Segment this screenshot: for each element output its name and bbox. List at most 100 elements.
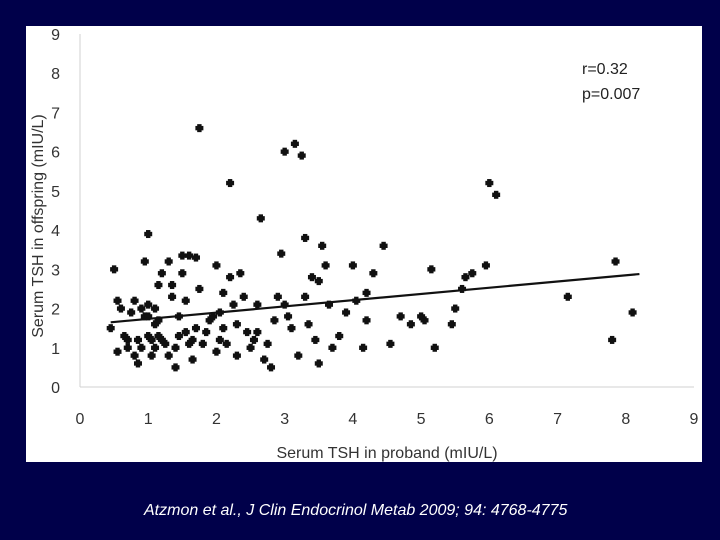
- data-point: [205, 316, 214, 325]
- data-point: [168, 292, 177, 301]
- data-point: [273, 292, 282, 301]
- data-point: [181, 296, 190, 305]
- data-point: [195, 284, 204, 293]
- x-tick-label: 8: [621, 411, 630, 428]
- y-tick-label: 1: [51, 341, 60, 358]
- data-point: [120, 332, 129, 341]
- x-tick-label: 1: [144, 411, 153, 428]
- data-point: [314, 277, 323, 286]
- data-point: [430, 343, 439, 352]
- data-point: [219, 324, 228, 333]
- data-point: [154, 316, 163, 325]
- data-point: [133, 335, 142, 344]
- data-point: [301, 292, 310, 301]
- data-point: [304, 320, 313, 329]
- data-point: [249, 335, 258, 344]
- data-point: [297, 151, 306, 160]
- data-point: [294, 351, 303, 360]
- data-point: [151, 343, 160, 352]
- data-point: [188, 335, 197, 344]
- y-axis-title: Serum TSH in offspring (mIU/L): [30, 114, 47, 337]
- x-tick-label: 7: [553, 411, 562, 428]
- data-point: [256, 214, 265, 223]
- data-point: [164, 257, 173, 266]
- data-point: [195, 124, 204, 133]
- data-point: [318, 241, 327, 250]
- data-point: [185, 339, 194, 348]
- data-point: [284, 312, 293, 321]
- data-point: [113, 296, 122, 305]
- data-point: [420, 316, 429, 325]
- data-point: [239, 292, 248, 301]
- data-point: [362, 316, 371, 325]
- data-point: [236, 269, 245, 278]
- data-point: [362, 288, 371, 297]
- data-point: [219, 288, 228, 297]
- data-point: [171, 363, 180, 372]
- data-point: [280, 300, 289, 309]
- data-point: [328, 343, 337, 352]
- data-point: [137, 304, 146, 313]
- data-point: [611, 257, 620, 266]
- data-point: [191, 253, 200, 262]
- data-point: [185, 251, 194, 260]
- data-point: [348, 261, 357, 270]
- data-point: [110, 265, 119, 274]
- y-tick-label: 9: [51, 27, 60, 44]
- x-tick-label: 3: [280, 411, 289, 428]
- data-point: [116, 304, 125, 313]
- data-point: [386, 339, 395, 348]
- x-tick-label: 6: [485, 411, 494, 428]
- x-axis-title: Serum TSH in proband (mIU/L): [276, 445, 497, 462]
- data-point: [133, 359, 142, 368]
- data-point: [144, 332, 153, 341]
- y-tick-label: 7: [51, 105, 60, 122]
- data-point: [270, 316, 279, 325]
- data-point: [229, 300, 238, 309]
- data-point: [178, 251, 187, 260]
- y-tick-label: 6: [51, 145, 60, 162]
- x-tick-label: 4: [348, 411, 357, 428]
- data-point: [406, 320, 415, 329]
- data-point: [161, 339, 170, 348]
- y-tick-label: 8: [51, 66, 60, 83]
- data-point: [154, 332, 163, 341]
- data-point: [215, 335, 224, 344]
- data-point: [209, 312, 218, 321]
- trendline: [110, 272, 640, 324]
- data-point: [191, 324, 200, 333]
- data-point: [232, 351, 241, 360]
- data-point: [314, 359, 323, 368]
- data-point: [178, 269, 187, 278]
- data-point: [563, 292, 572, 301]
- data-point: [154, 281, 163, 290]
- data-point: [307, 273, 316, 282]
- data-point: [427, 265, 436, 274]
- data-point: [226, 273, 235, 282]
- x-tick-label: 2: [212, 411, 221, 428]
- y-tick-label: 3: [51, 262, 60, 279]
- data-point: [608, 335, 617, 344]
- data-point: [447, 320, 456, 329]
- y-tick-label: 5: [51, 184, 60, 201]
- data-point: [311, 335, 320, 344]
- data-point: [212, 347, 221, 356]
- data-point: [151, 320, 160, 329]
- data-point: [628, 308, 637, 317]
- data-point: [181, 328, 190, 337]
- data-point: [140, 257, 149, 266]
- data-point: [379, 241, 388, 250]
- data-point: [280, 147, 289, 156]
- data-point: [342, 308, 351, 317]
- trendline-group: [110, 272, 640, 324]
- y-tick-label: 4: [51, 223, 60, 240]
- data-point: [481, 261, 490, 270]
- data-point: [461, 273, 470, 282]
- citation: Atzmon et al., J Clin Endocrinol Metab 2…: [144, 502, 568, 519]
- y-tick-label: 0: [51, 380, 60, 397]
- data-point: [451, 304, 460, 313]
- data-point: [226, 179, 235, 188]
- data-point: [171, 343, 180, 352]
- data-point: [198, 339, 207, 348]
